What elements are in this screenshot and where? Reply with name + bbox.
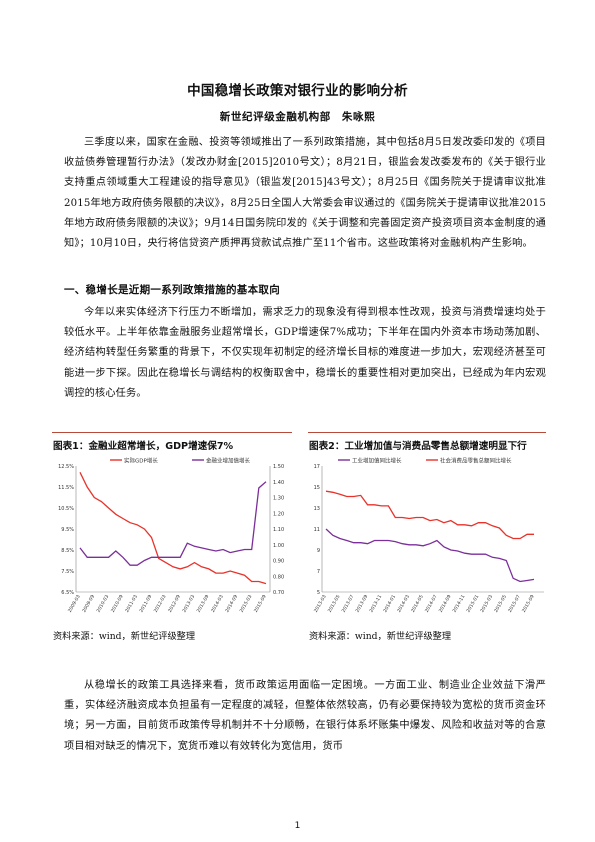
figure1-legend-finance-label: 金融业增加值增长 <box>206 457 251 465</box>
figure2-y-tick: 9 <box>317 548 320 554</box>
figure1-x-tick: 2015-09 <box>253 594 268 614</box>
figure2-x-tick: 2015-03 <box>479 594 494 614</box>
figure1-y-left-tick: 7.5% <box>61 569 74 575</box>
figure1-y-right-tick: 1.50 <box>273 464 284 470</box>
intro-text: 三季度以来，国家在金融、投资等领域推出了一系列政策措施，其中包括8月5日发改委印… <box>64 137 546 250</box>
figure1-source: 资料来源：wind，新世纪评级整理 <box>53 631 196 642</box>
figure2-x-tick: 2015-09 <box>521 594 536 614</box>
figure1-top-rule <box>52 432 292 434</box>
figure2-x-tick: 2015-05 <box>493 594 508 614</box>
figure1-x-tick: 2012-09 <box>167 594 182 614</box>
figure1-x-tick: 2013-03 <box>181 594 196 614</box>
figure1-x-tick: 2010-09 <box>110 594 125 614</box>
figure1-x-tick: 2014-09 <box>224 594 239 614</box>
figure1-y-left-tick: 6.5% <box>61 590 74 596</box>
figure2-x-tick: 2014-11 <box>452 594 467 614</box>
figure2-title: 图表2：工业增加值与消费品零售总额增速明显下行 <box>309 441 527 452</box>
figure2-industry-line <box>325 528 535 583</box>
author-line: 新世纪评级金融机构部 朱咏熙 <box>219 111 376 123</box>
figure2-svg: 工业增加值同比增长 社会消费品零售总额同比增长 17 15 13 11 9 7 52013-03… <box>313 457 544 614</box>
figure1-y-right-tick: 0.70 <box>273 590 284 596</box>
figure1-y-left-tick: 11.5% <box>58 485 74 491</box>
figure2-y-tick: 13 <box>314 506 320 512</box>
figure1-gdp-line <box>79 472 267 585</box>
figure2-y-tick: 17 <box>314 464 320 470</box>
figure2-y-tick: 11 <box>314 527 320 533</box>
page-number: 1 <box>294 821 301 831</box>
figure1-y-left-tick: 9.5% <box>61 527 74 533</box>
figure1-title: 图表1：金融业超常增长，GDP增速保7% <box>53 441 234 452</box>
figure1-x-tick: 2011-09 <box>138 594 153 614</box>
section1-text: 今年以来实体经济下行压力不断增加，需求乏力的现象没有得到根本性改观，投资与消费增… <box>64 307 546 399</box>
intro-paragraph: 三季度以来，国家在金融、投资等领域推出了一系列政策措施，其中包括8月5日发改委印… <box>64 133 546 254</box>
figure1-y-right-tick: 1.30 <box>273 496 284 502</box>
figure1-x-tick: 2011-03 <box>124 594 139 614</box>
figure2-retail-line <box>325 490 534 540</box>
figure2-legend-industry-label: 工业增加值同比增长 <box>352 457 402 465</box>
figure1-finance-line <box>79 481 267 566</box>
section2-paragraph: 从稳增长的政策工具选择来看，货币政策运用面临一定困境。一方面工业、制造业企业效益… <box>64 676 546 757</box>
figure1-chart: 实际GDP增长 金融业增加值增长 12.5% 11.5% 10.5% 9.5% 8.5% 7.… <box>52 452 300 622</box>
figure1-y-left-tick: 12.5% <box>58 464 74 470</box>
figure2-top-rule <box>308 432 546 434</box>
section2-text: 从稳增长的政策工具选择来看，货币政策运用面临一定困境。一方面工业、制造业企业效益… <box>64 680 546 752</box>
figure2-source: 资料来源：wind，新世纪评级整理 <box>309 631 452 642</box>
figure1-svg: 实际GDP增长 金融业增加值增长 12.5% 11.5% 10.5% 9.5% 8.5% 7.… <box>58 457 284 614</box>
figure2-legend-retail-label: 社会消费品零售总额同比增长 <box>440 457 512 465</box>
figure2-y-tick: 7 <box>317 569 320 575</box>
figure2-x-tick: 2015-01 <box>465 594 480 614</box>
figure2-x-tick: 2014-07 <box>424 594 439 614</box>
figure2-x-tick: 2014-03 <box>396 594 411 614</box>
figure1-y-right-tick: 1.40 <box>273 480 284 486</box>
figure1-legend-gdp-label: 实际GDP增长 <box>124 457 158 465</box>
figure1-y-right-tick: 1.20 <box>273 511 284 517</box>
figure1-x-tick: 2015-03 <box>239 594 254 614</box>
figure1-x-tick: 2010-03 <box>96 594 111 614</box>
figure2-x-tick: 2013-03 <box>313 594 328 614</box>
document-title: 中国稳增长政策对银行业的影响分析 <box>187 83 408 99</box>
figure1-y-right-tick: 1.10 <box>273 527 284 533</box>
figure2-x-tick: 2015-07 <box>507 594 522 614</box>
figure2-x-tick: 2014-05 <box>410 594 425 614</box>
figure1-y-right-tick: 1.00 <box>273 543 284 549</box>
figure2-chart: 工业增加值同比增长 社会消费品零售总额同比增长 17 15 13 11 9 7 5 2013-03… <box>308 452 548 622</box>
figure2-x-tick: 2014-09 <box>438 594 453 614</box>
figure2-x-tick: 2013-11 <box>368 594 383 614</box>
figure1-x-tick: 2014-03 <box>210 594 225 614</box>
figure1-y-right-tick: 0.80 <box>273 574 284 580</box>
figure1-x-tick: 2012-03 <box>153 594 168 614</box>
figure2-x-tick: 2013-09 <box>355 594 370 614</box>
figure1-x-tick: 2013-09 <box>196 594 211 614</box>
figure2-x-tick: 2013-05 <box>327 594 342 614</box>
section1-heading: 一、稳增长是近期一系列政策措施的基本取向 <box>64 284 280 296</box>
section1-paragraph: 今年以来实体经济下行压力不断增加，需求乏力的现象没有得到根本性改观，投资与消费增… <box>64 303 546 404</box>
figure2-x-tick: 2014-01 <box>382 594 397 614</box>
figure1-y-left-tick: 10.5% <box>58 506 74 512</box>
figure2-x-tick: 2013-07 <box>341 594 356 614</box>
figure1-x-tick: 2009-09 <box>81 594 96 614</box>
figure2-y-tick: 5 <box>317 590 320 596</box>
figure1-x-tick: 2009-03 <box>67 594 82 614</box>
figure1-y-right-tick: 0.90 <box>273 559 284 565</box>
figure2-y-tick: 15 <box>314 485 320 491</box>
figure1-y-left-tick: 8.5% <box>61 548 74 554</box>
